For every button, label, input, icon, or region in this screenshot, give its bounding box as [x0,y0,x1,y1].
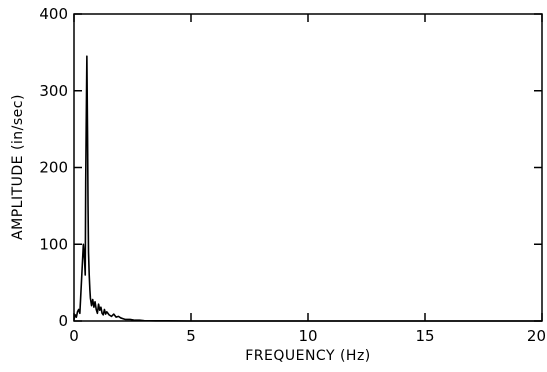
y-tick-label: 0 [58,312,68,330]
y-tick-label: 100 [39,235,68,253]
y-tick-label: 300 [39,82,68,100]
x-axis-ticks: 0 5 10 15 20 [69,14,546,345]
y-tick-label: 400 [39,5,68,23]
x-tick-label: 5 [186,327,196,345]
x-tick-label: 15 [415,327,434,345]
y-tick-label: 200 [39,159,68,177]
x-tick-label: 0 [69,327,79,345]
y-axis-label: AMPLITUDE (in/sec) [10,94,26,240]
amplitude-series-line [73,55,542,322]
x-tick-label: 10 [298,327,317,345]
x-tick-label: 20 [527,327,546,345]
plot-frame [73,13,543,322]
y-axis-ticks: 0 100 200 300 400 [39,5,542,330]
x-axis-label: FREQUENCY (Hz) [245,348,371,364]
